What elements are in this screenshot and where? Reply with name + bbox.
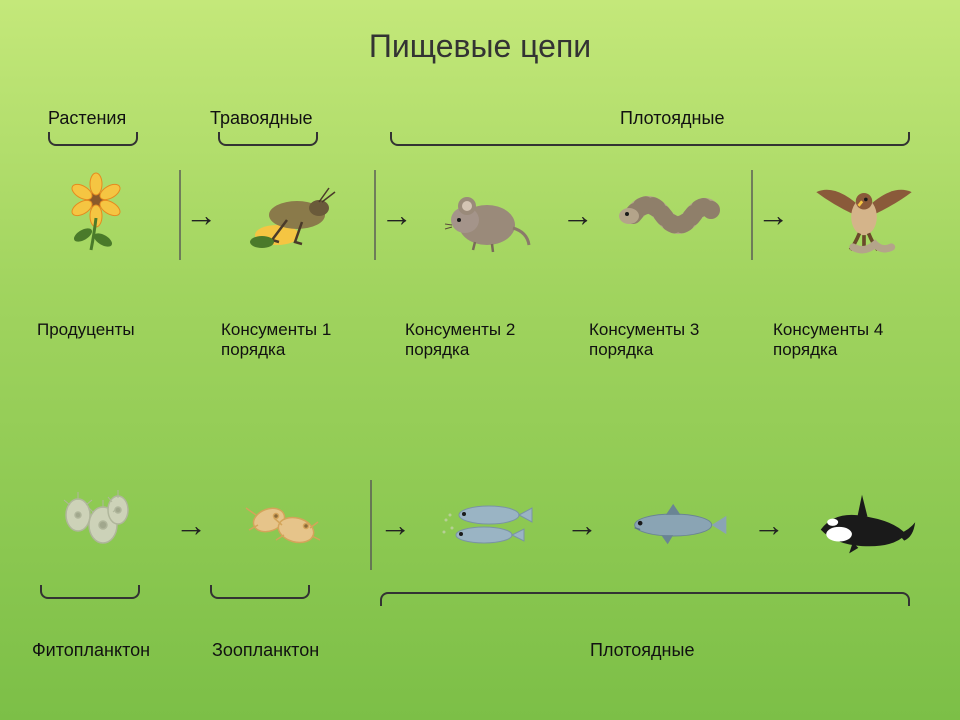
large-fish-icon [620,480,730,570]
food-chain-1: → → [0,170,960,260]
arrow-icon: → [175,507,207,544]
separator [370,480,372,570]
grasshopper-icon [237,170,347,260]
food-chain-2: → → [0,480,960,570]
brace-carnivores2 [380,592,910,606]
phytoplankton-icon [43,480,153,570]
node-orca [792,480,932,570]
arrow-icon: → [753,507,785,544]
node-hawk [794,170,934,260]
node-mouse [417,170,557,260]
group-carnivores: Плотоядные [620,108,724,129]
hawk-icon [809,170,919,260]
group-herbivores: Травоядные [210,108,313,129]
arrow-icon: → [562,197,594,234]
zooplankton-icon [229,480,339,570]
node-grasshopper [222,170,362,260]
orca-icon [807,480,917,570]
flower-icon [41,170,151,260]
arrow-icon: → [381,197,413,234]
label-producers: Продуценты [37,320,187,360]
group-plants: Растения [48,108,126,129]
label-c1: Консументы 1 порядка [221,320,371,360]
arrow-icon: → [566,507,598,544]
arrow-icon: → [185,197,217,234]
arrow-icon: → [757,197,789,234]
brace-plants [48,132,138,146]
node-phytoplankton [28,480,168,570]
node-snake [598,170,738,260]
trophic-labels: Продуценты Консументы 1 порядка Консумен… [0,320,960,360]
separator [179,170,181,260]
brace-phyto [40,585,140,599]
brace-herbivores [218,132,318,146]
separator [374,170,376,260]
node-zooplankton [214,480,354,570]
mouse-icon [432,170,542,260]
node-flower [26,170,166,260]
node-small-fish [419,480,559,570]
small-fish-icon [434,480,544,570]
arrow-icon: → [379,507,411,544]
label-c2: Консументы 2 порядка [405,320,555,360]
group-phytoplankton: Фитопланктон [32,640,150,661]
label-c4: Консументы 4 порядка [773,320,923,360]
group-carnivores2: Плотоядные [590,640,694,661]
label-c3: Консументы 3 порядка [589,320,739,360]
separator [751,170,753,260]
node-large-fish [605,480,745,570]
group-zooplankton: Зоопланктон [212,640,319,661]
snake-icon [613,170,723,260]
brace-carnivores [390,132,910,146]
page-title: Пищевые цепи [0,0,960,65]
brace-zoo [210,585,310,599]
